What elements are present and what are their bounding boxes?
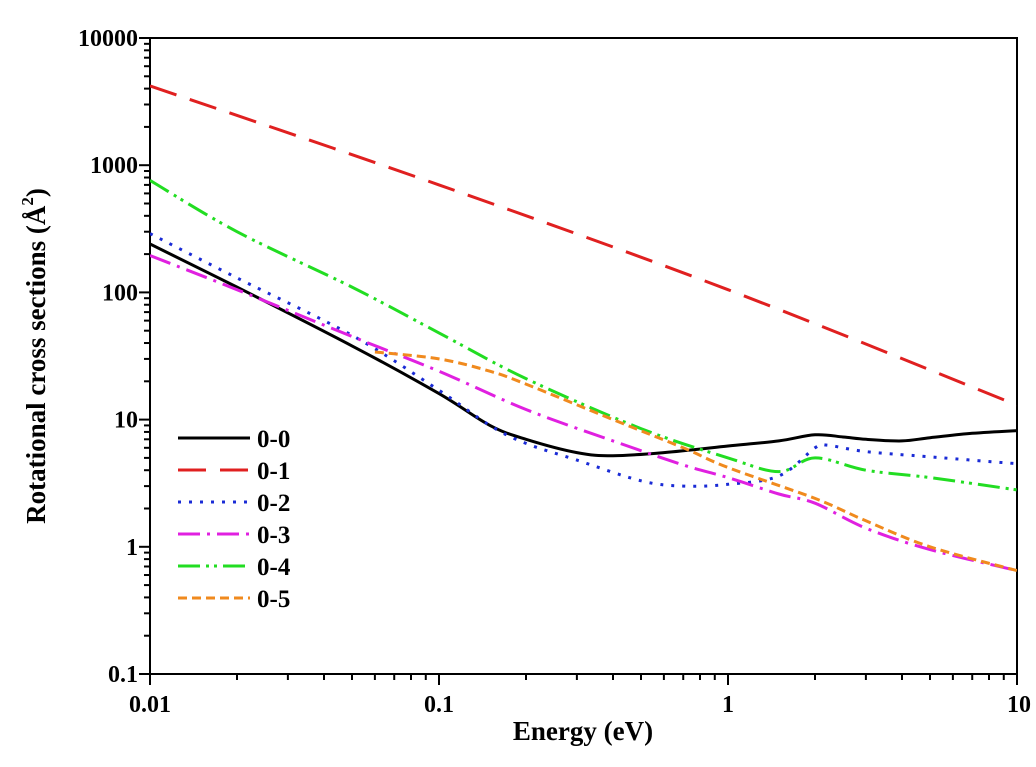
x-axis-title: Energy (eV) <box>513 716 653 746</box>
series-line-0-0 <box>150 242 1017 458</box>
legend-label-0-3: 0-3 <box>257 522 290 549</box>
plot-frame <box>149 37 1018 675</box>
y-axis-title: Rotational cross sections (Å2) <box>18 188 51 524</box>
legend-label-0-1: 0-1 <box>257 458 290 485</box>
y-tick-label: 100 <box>102 280 138 306</box>
y-tick-labels: 0.1 1 10 100 1000 10000 <box>78 26 138 688</box>
y-tick-label: 10000 <box>78 26 138 52</box>
series-lines <box>150 84 1017 573</box>
series-line-0-2 <box>150 232 1017 488</box>
axis-ticks <box>139 37 1018 685</box>
y-axis-title-suffix: ) <box>21 188 51 197</box>
series-line-0-1 <box>150 84 1017 407</box>
y-tick-label: 10 <box>114 408 138 434</box>
legend-label-0-0: 0-0 <box>257 426 290 453</box>
y-tick-label: 1000 <box>90 153 138 179</box>
legend-label-0-5: 0-5 <box>257 586 290 613</box>
series-line-0-5 <box>374 350 1017 573</box>
legend: 0-0 0-1 0-2 0-3 0-4 0-5 <box>178 426 291 613</box>
x-tick-label: 0.01 <box>129 692 171 718</box>
series-line-0-4 <box>150 179 1017 492</box>
y-axis-title-prefix: Rotational cross sections ( <box>21 225 51 524</box>
legend-label-0-2: 0-2 <box>257 490 290 517</box>
x-tick-label: 10 <box>1007 692 1031 718</box>
x-tick-labels: 0.01 0.1 1 10 <box>129 692 1031 718</box>
y-axis-title-unit: Å <box>21 205 51 225</box>
legend-label-0-4: 0-4 <box>257 554 291 581</box>
x-tick-label: 1 <box>722 692 734 718</box>
x-tick-label: 0.1 <box>424 692 454 718</box>
y-tick-label: 0.1 <box>108 662 138 688</box>
y-axis-title-exponent: 2 <box>18 197 37 206</box>
y-tick-label: 1 <box>126 535 138 561</box>
